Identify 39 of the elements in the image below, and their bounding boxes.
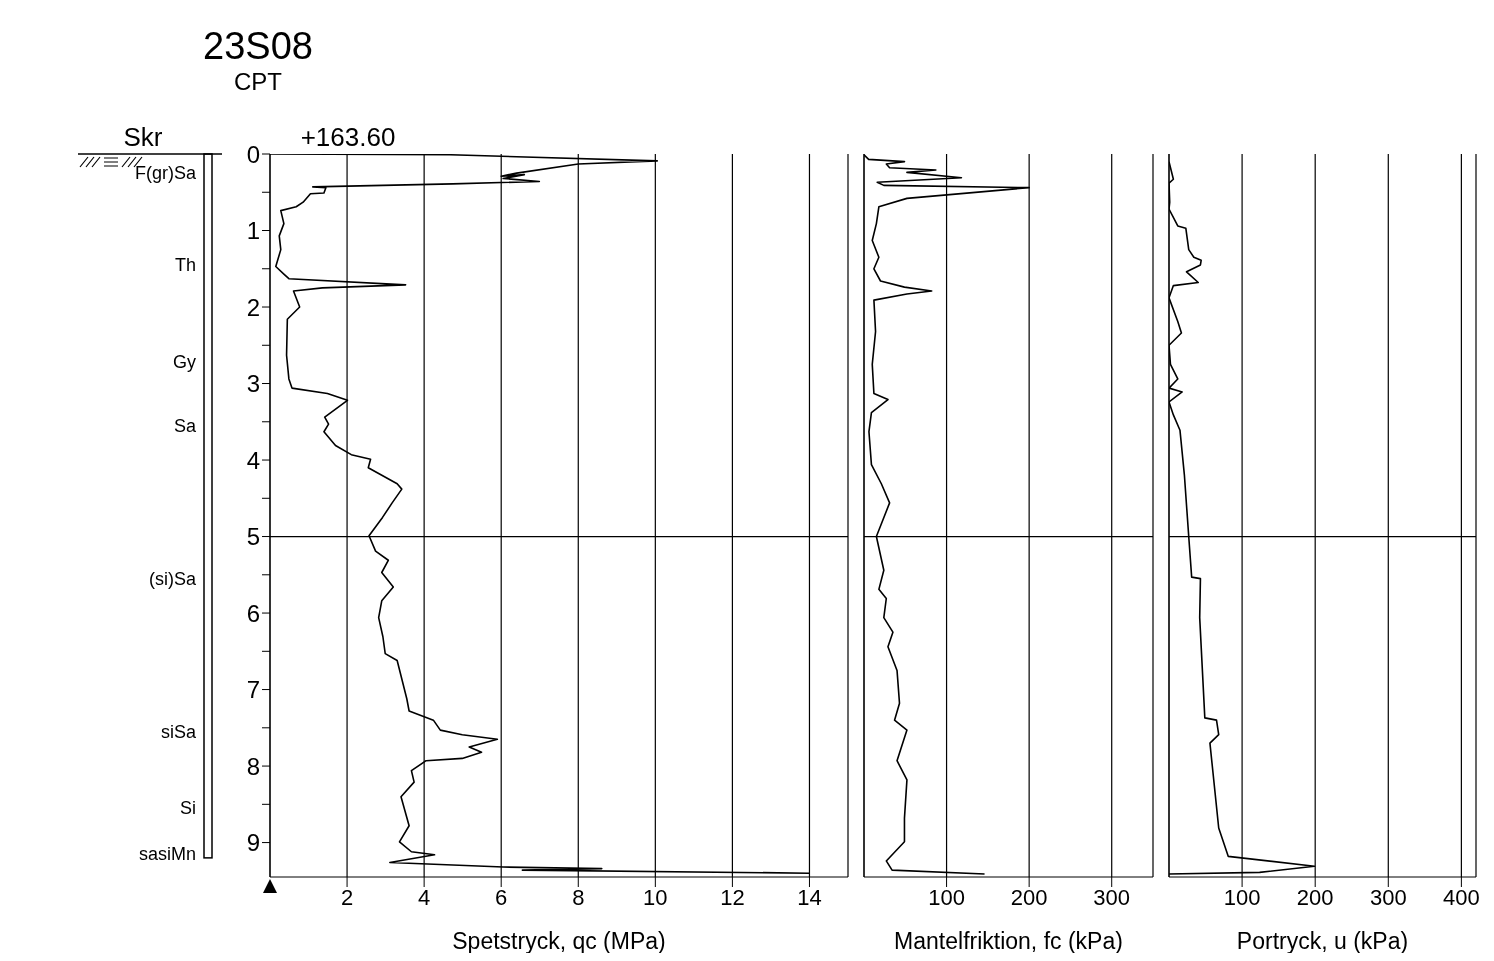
text: +163.60: [299, 122, 397, 153]
x-tick-label: 14: [797, 884, 822, 910]
x-tick-label: 100: [1223, 884, 1261, 910]
x-tick-label: 400: [1443, 884, 1480, 910]
x-tick-label: 8: [572, 884, 585, 910]
text: Si: [179, 798, 196, 819]
x-tick-label: 10: [643, 884, 668, 910]
text: Th: [174, 254, 196, 275]
y-tick-label: 5: [246, 523, 260, 551]
text: F(gr)Sa: [134, 163, 196, 184]
y-tick-label: 7: [246, 676, 260, 704]
y-tick-label: 9: [246, 829, 260, 857]
text: siSa: [160, 721, 196, 742]
y-tick-label: 8: [246, 752, 260, 780]
x-axis-title: Spetstryck, qc (MPa): [452, 928, 666, 954]
x-tick-label: 200: [1296, 884, 1334, 910]
chart-subtitle: CPT: [233, 68, 283, 96]
x-axis-title: Portryck, u (kPa): [1236, 928, 1409, 954]
y-tick-label: 0: [246, 140, 260, 168]
text: Gy: [172, 352, 196, 373]
chart-title: 23S08: [202, 25, 314, 67]
text: Sa: [172, 415, 196, 436]
x-tick-label: 300: [1369, 884, 1407, 910]
y-tick-label: 3: [246, 370, 260, 398]
x-tick-label: 2: [340, 884, 354, 910]
text: Skr: [122, 122, 164, 153]
y-tick-label: 4: [246, 446, 260, 474]
text: sasiMn: [138, 844, 196, 865]
x-tick-label: 12: [720, 884, 745, 910]
x-tick-label: 300: [1093, 884, 1131, 910]
x-tick-label: 6: [495, 884, 508, 910]
y-tick-label: 1: [246, 217, 260, 245]
y-tick-label: 6: [246, 599, 260, 627]
y-tick-label: 2: [246, 293, 260, 321]
x-tick-label: 200: [1010, 884, 1048, 910]
x-tick-label: 4: [418, 884, 431, 910]
x-axis-title: Mantelfriktion, fc (kPa): [894, 928, 1123, 954]
text: (si)Sa: [148, 568, 196, 589]
x-tick-label: 100: [928, 884, 965, 910]
